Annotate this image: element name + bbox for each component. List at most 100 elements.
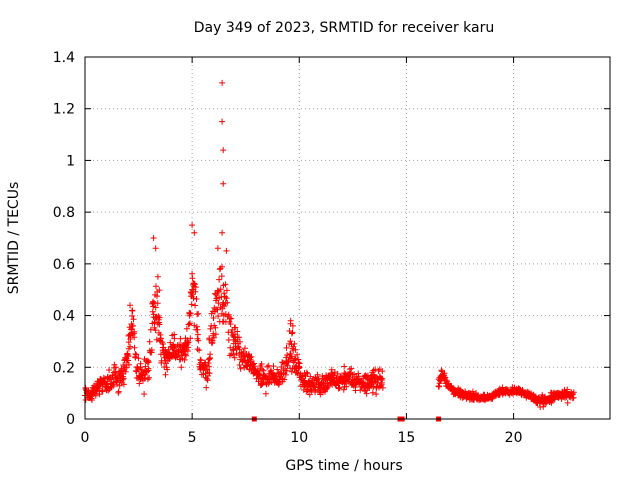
y-tick-label: 0.8 (53, 205, 75, 221)
data-point (207, 355, 214, 361)
data-point (340, 386, 347, 393)
data-point (212, 331, 219, 338)
data-point (131, 334, 138, 341)
data-point (146, 338, 153, 345)
data-point (131, 344, 138, 351)
data-point (139, 366, 145, 373)
data-point (292, 346, 299, 353)
x-tick-label: 10 (290, 430, 308, 446)
data-point (288, 330, 295, 337)
data-point (216, 276, 223, 283)
data-point (207, 325, 214, 332)
data-point (153, 283, 159, 290)
data-point (262, 390, 269, 397)
data-point (152, 304, 159, 311)
data-point (106, 367, 113, 373)
data-point (156, 287, 163, 294)
data-point (290, 343, 297, 350)
data-point (154, 300, 161, 307)
data-point (325, 383, 332, 390)
data-point (162, 371, 169, 378)
data-point (127, 343, 134, 350)
data-point (221, 290, 228, 297)
data-point (223, 295, 230, 302)
data-point (141, 375, 148, 382)
data-point (206, 356, 212, 363)
data-point (228, 315, 235, 322)
data-point (570, 389, 577, 396)
data-point (183, 325, 190, 332)
data-point (187, 335, 194, 342)
data-point (129, 307, 136, 314)
data-point (379, 368, 386, 375)
data-point (363, 390, 370, 397)
data-point (215, 313, 222, 320)
data-point (115, 388, 122, 395)
data-point (236, 334, 242, 341)
data-point (289, 322, 296, 329)
data-point (130, 316, 137, 323)
data-point (186, 310, 193, 317)
data-point (141, 391, 148, 397)
data-point (438, 367, 445, 374)
data-point (174, 353, 181, 360)
data-point (219, 118, 226, 125)
data-point (142, 372, 149, 378)
data-point (258, 361, 265, 367)
data-point (268, 379, 275, 386)
data-point (214, 245, 221, 252)
data-point (219, 79, 226, 86)
data-point (187, 320, 193, 327)
data-point (227, 315, 233, 322)
data-point (217, 286, 224, 293)
data-point (214, 306, 221, 313)
data-point (188, 290, 195, 296)
y-tick-label: 0.4 (53, 309, 75, 325)
data-point (242, 357, 249, 364)
data-point (188, 301, 195, 308)
data-point (187, 310, 194, 317)
data-point (214, 287, 221, 294)
data-point (379, 384, 386, 391)
data-point (193, 323, 200, 330)
data-point (129, 322, 136, 329)
data-point (234, 328, 241, 335)
data-point (203, 384, 210, 391)
data-point (145, 365, 152, 372)
data-point (181, 356, 188, 363)
data-point (289, 329, 296, 336)
data-point (82, 386, 89, 393)
y-axis-label: SRMTID / TECUs (6, 182, 22, 295)
data-point (292, 355, 299, 362)
data-point (224, 299, 231, 306)
data-point (282, 371, 289, 378)
data-point (127, 336, 134, 342)
data-point (258, 381, 265, 388)
data-point (198, 357, 204, 364)
data-point (220, 180, 227, 187)
data-point (153, 336, 160, 343)
data-point (219, 229, 226, 236)
data-point (185, 339, 192, 346)
data-point (135, 355, 142, 362)
x-tick-label: 0 (81, 430, 90, 446)
plot-frame (84, 56, 611, 420)
y-tick-label: 0 (66, 412, 75, 428)
data-point (206, 363, 213, 370)
data-point (307, 373, 314, 380)
chart-title: Day 349 of 2023, SRMTID for receiver kar… (194, 20, 494, 36)
data-point (294, 351, 301, 358)
data-point (564, 399, 571, 406)
data-point (265, 380, 272, 387)
data-point (189, 275, 196, 282)
data-point (247, 358, 254, 365)
data-point (145, 359, 152, 365)
data-point (191, 281, 198, 288)
data-point (129, 313, 136, 319)
x-axis-ticks: 0 5 10 15 20 (81, 57, 522, 446)
data-point (178, 364, 185, 371)
data-point (248, 353, 255, 360)
data-point (237, 338, 243, 345)
data-point (125, 353, 132, 360)
data-point (236, 362, 243, 368)
